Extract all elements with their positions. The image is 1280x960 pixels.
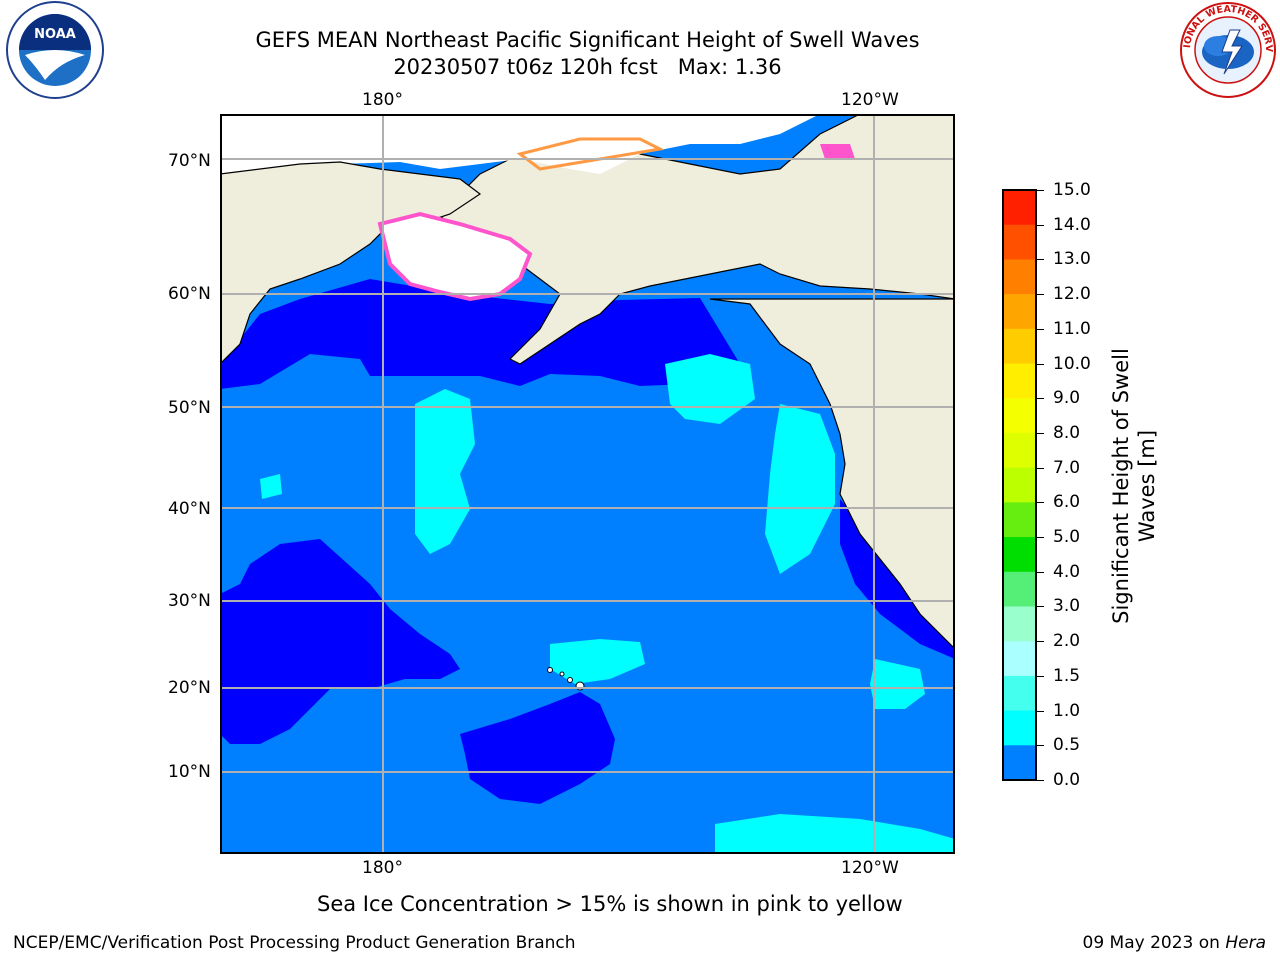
sea-ice-bering xyxy=(377,211,533,302)
colorbar-tick-mark xyxy=(1036,502,1044,504)
colorbar-band xyxy=(1003,537,1036,573)
colorbar-tick: 3.0 xyxy=(1053,596,1081,617)
colorbar-tick: 11.0 xyxy=(1053,318,1091,339)
svg-text:NOAA: NOAA xyxy=(34,27,76,42)
colorbar-band xyxy=(1003,675,1036,712)
lon-tick-top-180: 180° xyxy=(362,90,403,110)
cyan-zone-central xyxy=(415,389,475,554)
colorbar-tick: 1.0 xyxy=(1053,700,1081,721)
colorbar-tick-mark xyxy=(1036,363,1044,365)
colorbar-tick-mark xyxy=(1036,710,1044,712)
low-swell-zone-southwest xyxy=(220,539,460,744)
colorbar-band xyxy=(1003,745,1036,781)
lat-tick-60n: 60°N xyxy=(168,284,211,304)
colorbar-tick-mark xyxy=(1036,675,1044,677)
lon-tick-bottom-180: 180° xyxy=(362,858,403,878)
cyan-zone-west xyxy=(260,474,282,499)
colorbar-tick: 12.0 xyxy=(1053,284,1091,305)
colorbar-tick: 10.0 xyxy=(1053,353,1091,374)
lat-tick-70n: 70°N xyxy=(168,151,211,171)
colorbar-tick: 0.0 xyxy=(1053,770,1081,790)
colorbar-tick-mark xyxy=(1036,190,1044,191)
colorbar-tick-mark xyxy=(1036,259,1044,261)
colorbar-tick: 15.0 xyxy=(1053,180,1091,200)
colorbar-label-line1: Significant Height of Swell xyxy=(1109,348,1133,624)
colorbar-tick: 8.0 xyxy=(1053,422,1081,443)
colorbar-tick-mark xyxy=(1036,606,1044,608)
colorbar-band xyxy=(1003,190,1036,226)
colorbar-band xyxy=(1003,328,1036,365)
nws-logo: NATIONAL WEATHER SERVICE xyxy=(1174,0,1278,100)
lon-tick-top-120w: 120°W xyxy=(841,90,899,110)
colorbar-tick: 2.0 xyxy=(1053,631,1081,652)
colorbar-band xyxy=(1003,363,1036,399)
footer-date: 09 May 2023 on xyxy=(1082,933,1226,953)
colorbar-tick-mark xyxy=(1036,745,1044,747)
cyan-zone-south xyxy=(715,814,955,854)
colorbar-tick-mark xyxy=(1036,328,1044,330)
footer-right: 09 May 2023 on Hera xyxy=(1083,933,1267,953)
colorbar xyxy=(1002,189,1037,781)
colorbar-tick-mark xyxy=(1036,780,1044,781)
chart-title: GEFS MEAN Northeast Pacific Significant … xyxy=(255,28,920,52)
sea-ice-note: Sea Ice Concentration > 15% is shown in … xyxy=(317,892,903,916)
colorbar-band xyxy=(1003,502,1036,538)
lat-tick-30n: 30°N xyxy=(168,591,211,611)
sea-ice-chukchi xyxy=(516,137,665,171)
colorbar-tick-mark xyxy=(1036,641,1044,643)
sea-ice-beaufort xyxy=(820,144,855,159)
colorbar-tick-mark xyxy=(1036,537,1044,539)
colorbar-band xyxy=(1003,606,1036,642)
colorbar-band xyxy=(1003,710,1036,746)
colorbar-tick: 13.0 xyxy=(1053,249,1091,270)
low-swell-zone-north xyxy=(220,279,740,389)
map-frame xyxy=(220,114,955,854)
colorbar-tick-mark xyxy=(1036,432,1044,434)
colorbar-tick-mark xyxy=(1036,571,1044,573)
colorbar-tick: 4.0 xyxy=(1053,561,1081,582)
swell-height-map xyxy=(220,114,955,854)
cyan-zone-coast xyxy=(765,404,835,574)
colorbar-tick: 7.0 xyxy=(1053,457,1081,478)
noaa-logo: NOAA xyxy=(5,0,105,100)
lat-tick-50n: 50°N xyxy=(168,398,211,418)
colorbar-band xyxy=(1003,398,1036,434)
lat-tick-10n: 10°N xyxy=(168,762,211,782)
colorbar-band xyxy=(1003,259,1036,295)
graticule xyxy=(220,114,955,854)
land-north-america xyxy=(709,298,955,650)
colorbar-tick-mark xyxy=(1036,224,1044,226)
cyan-zone-east xyxy=(870,659,925,709)
footer-left: NCEP/EMC/Verification Post Processing Pr… xyxy=(13,933,576,953)
colorbar-band xyxy=(1003,432,1036,469)
colorbar-band xyxy=(1003,224,1036,260)
colorbar-tick: 0.5 xyxy=(1053,735,1081,756)
colorbar-tick: 1.5 xyxy=(1053,665,1081,686)
colorbar-tick: 14.0 xyxy=(1053,214,1091,235)
cyan-zone-subtropic xyxy=(550,639,645,684)
colorbar-tick: 6.0 xyxy=(1053,492,1081,513)
colorbar-band xyxy=(1003,571,1036,607)
colorbar-label-line2: Waves [m] xyxy=(1135,429,1159,543)
lat-tick-40n: 40°N xyxy=(168,499,211,519)
lon-tick-bottom-120w: 120°W xyxy=(841,858,899,878)
colorbar-band xyxy=(1003,641,1036,677)
colorbar-tick: 5.0 xyxy=(1053,527,1081,548)
footer-machine: Hera xyxy=(1225,933,1266,953)
colorbar-tick-mark xyxy=(1036,398,1044,400)
low-swell-zone-hawaii-south xyxy=(460,692,615,804)
colorbar-band xyxy=(1003,467,1036,503)
colorbar-band xyxy=(1003,294,1036,330)
colorbar-tick-mark xyxy=(1036,294,1044,296)
colorbar-tick: 9.0 xyxy=(1053,388,1081,409)
colorbar-tick-mark xyxy=(1036,467,1044,469)
chart-subtitle: 20230507 t06z 120h fcst Max: 1.36 xyxy=(393,55,782,79)
lat-tick-20n: 20°N xyxy=(168,678,211,698)
